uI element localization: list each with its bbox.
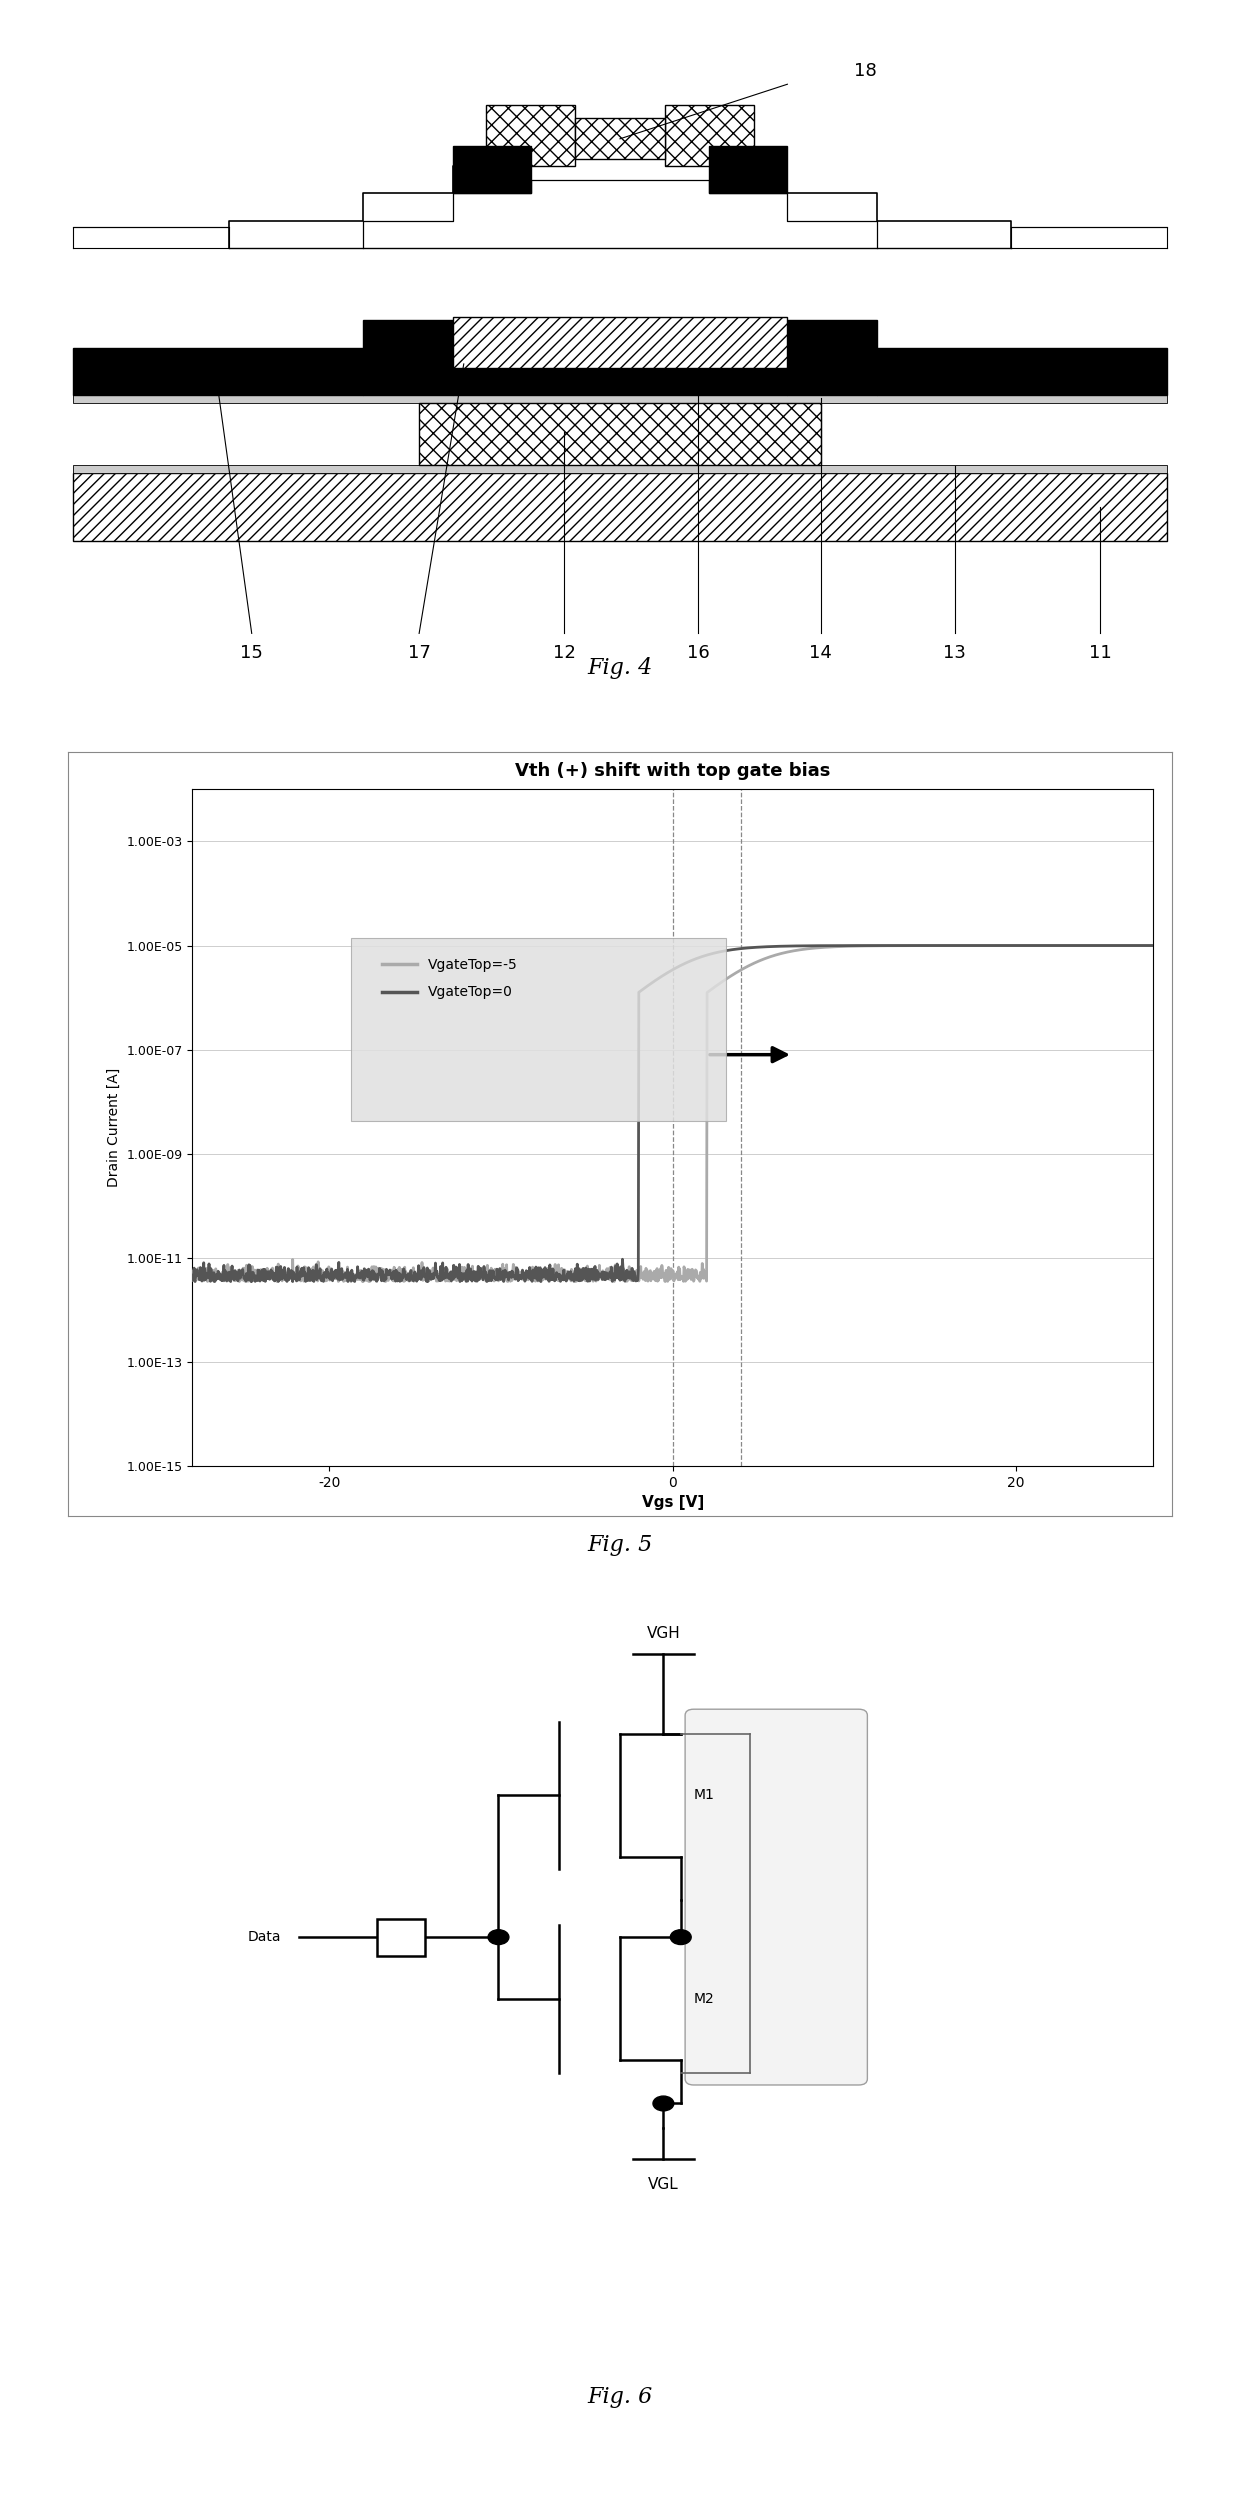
Text: 13: 13 xyxy=(944,644,966,662)
Text: 17: 17 xyxy=(408,644,430,662)
Bar xyxy=(73,396,1167,403)
Text: Fig. 6: Fig. 6 xyxy=(588,2386,652,2408)
Text: 12: 12 xyxy=(553,644,575,662)
Text: Fig. 5: Fig. 5 xyxy=(588,1534,652,1556)
Bar xyxy=(419,403,821,466)
Bar xyxy=(453,316,787,368)
Text: 16: 16 xyxy=(687,644,709,662)
Title: Vth (+) shift with top gate bias: Vth (+) shift with top gate bias xyxy=(515,762,831,779)
Bar xyxy=(665,105,754,165)
Bar xyxy=(787,321,877,396)
Text: M1: M1 xyxy=(694,1789,714,1802)
Text: Data: Data xyxy=(248,1930,281,1945)
Y-axis label: Drain Current [A]: Drain Current [A] xyxy=(107,1068,120,1188)
Text: 15: 15 xyxy=(241,644,263,662)
Text: 18: 18 xyxy=(854,63,877,80)
Bar xyxy=(73,474,1167,541)
Circle shape xyxy=(671,1930,691,1945)
Bar xyxy=(575,118,665,160)
Circle shape xyxy=(653,2095,673,2110)
Bar xyxy=(709,145,787,193)
Text: M2: M2 xyxy=(694,1992,714,2005)
Text: 11: 11 xyxy=(1089,644,1111,662)
Text: VGH: VGH xyxy=(646,1626,681,1641)
Text: Fig. 4: Fig. 4 xyxy=(588,657,652,679)
Bar xyxy=(377,1920,424,1955)
X-axis label: Vgs [V]: Vgs [V] xyxy=(641,1496,704,1511)
FancyBboxPatch shape xyxy=(351,937,725,1120)
Circle shape xyxy=(489,1930,508,1945)
Bar xyxy=(73,466,1167,474)
Bar xyxy=(73,348,363,396)
Bar xyxy=(453,368,787,396)
Bar xyxy=(363,321,453,396)
FancyBboxPatch shape xyxy=(686,1709,868,2085)
Text: VGL: VGL xyxy=(649,2178,678,2193)
Bar xyxy=(877,348,1167,396)
Bar xyxy=(453,145,531,193)
Bar xyxy=(486,105,575,165)
Text: 14: 14 xyxy=(810,644,832,662)
Legend: VgateTop=-5, VgateTop=0: VgateTop=-5, VgateTop=0 xyxy=(377,952,523,1005)
